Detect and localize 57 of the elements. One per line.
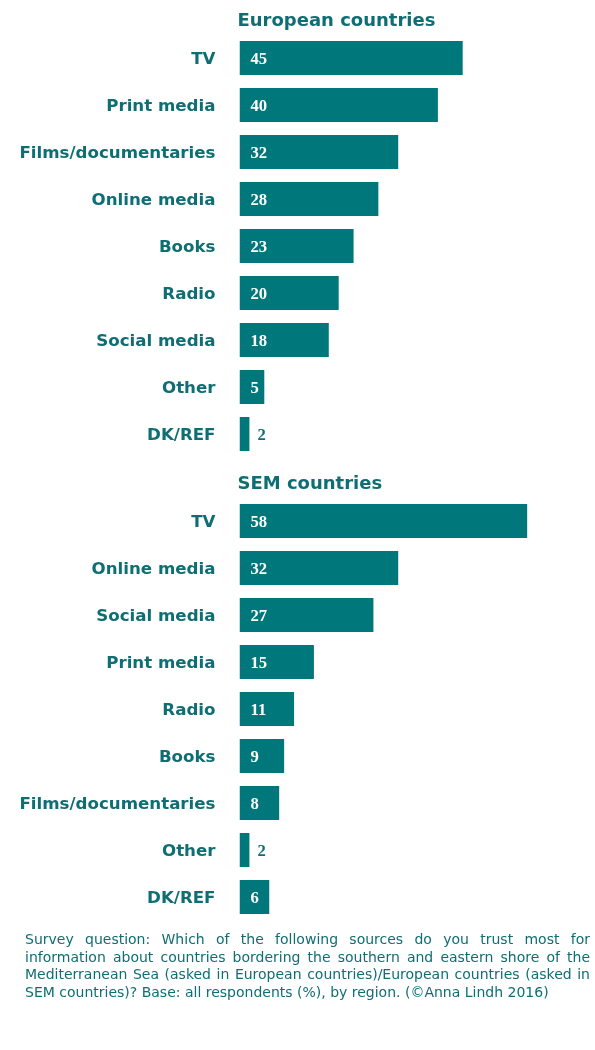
- chart-title: European countries: [237, 8, 436, 30]
- data-label: 18: [250, 330, 268, 350]
- y-tick-label: Radio: [162, 699, 216, 719]
- bar: [239, 370, 265, 404]
- bar: [239, 880, 270, 914]
- bar: [239, 182, 379, 216]
- text: Survey question: Which of the following sources do you trust most for information about countries bordering the southern and eastern shore of the Mediterranean Sea (asked in European countries)/European countries (asked in SEM countries)? Base: all respondents (%), by region. (©Anna Lindh 2016): [25, 931, 590, 1001]
- data-label: 2: [257, 840, 266, 860]
- y-tick-label: Social media: [96, 605, 216, 625]
- bar: [239, 739, 285, 773]
- y-tick-label: TV: [191, 48, 216, 68]
- data-label: 11: [250, 699, 267, 719]
- y-tick-label: Print media: [106, 95, 216, 115]
- y-tick-label: Print media: [106, 652, 216, 672]
- data-label: 23: [250, 236, 268, 256]
- y-tick-label: Online media: [91, 189, 216, 209]
- bar: [239, 88, 438, 122]
- bar: [239, 598, 374, 632]
- bar: [239, 323, 329, 357]
- data-label: 32: [250, 142, 268, 162]
- bar: [239, 692, 295, 726]
- data-label: 2: [257, 424, 266, 444]
- data-label: 15: [250, 652, 268, 672]
- y-tick-label: Books: [158, 236, 216, 256]
- bar: [239, 786, 280, 820]
- bar: [239, 551, 399, 585]
- y-tick-label: TV: [191, 511, 216, 531]
- data-label: 40: [250, 95, 268, 115]
- bar: [239, 276, 339, 310]
- y-tick-label: Online media: [91, 558, 216, 578]
- y-tick-label: Other: [162, 840, 217, 860]
- data-label: 32: [250, 558, 268, 578]
- data-label: 5: [250, 377, 259, 397]
- chart-title: SEM countries: [237, 471, 383, 493]
- y-tick-label: Social media: [96, 330, 216, 350]
- y-tick-label: Films/documentaries: [19, 793, 216, 813]
- bar: [239, 833, 250, 867]
- data-label: 20: [250, 283, 268, 303]
- data-label: 8: [250, 793, 259, 813]
- y-tick-label: Films/documentaries: [19, 142, 216, 162]
- bar: [239, 135, 399, 169]
- data-label: 9: [250, 746, 259, 766]
- y-tick-label: Radio: [162, 283, 216, 303]
- bar: [239, 417, 250, 451]
- data-label: 27: [250, 605, 268, 625]
- data-label: 28: [250, 189, 268, 209]
- bar: [239, 41, 463, 75]
- bar: [239, 504, 528, 538]
- data-label: 45: [250, 48, 268, 68]
- y-tick-label: DK/REF: [147, 424, 216, 444]
- y-tick-label: Books: [158, 746, 216, 766]
- bar: [239, 229, 354, 263]
- y-tick-label: DK/REF: [147, 887, 216, 907]
- data-label: 58: [250, 511, 268, 531]
- data-label: 6: [250, 887, 259, 907]
- y-tick-label: Other: [162, 377, 217, 397]
- bar: [239, 645, 314, 679]
